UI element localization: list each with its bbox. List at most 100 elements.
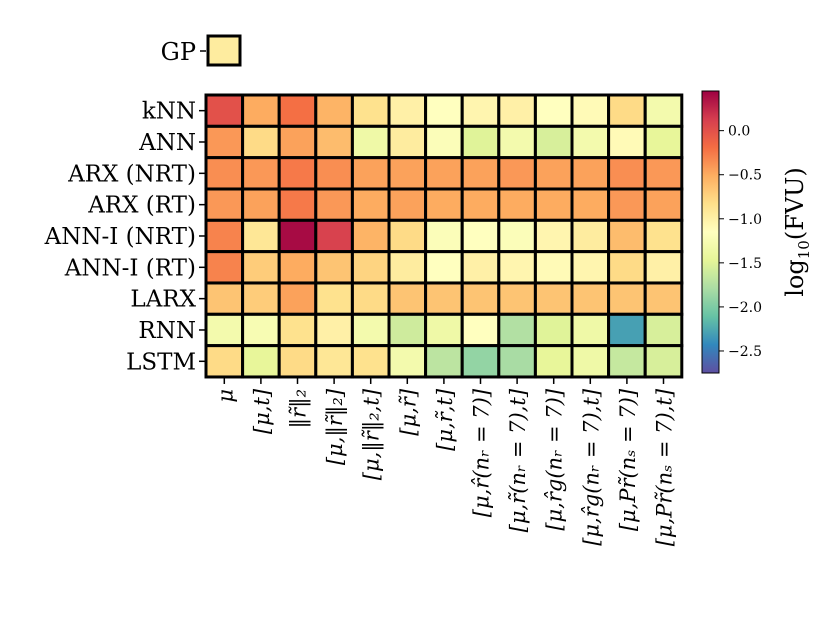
heatmap-cell — [570, 187, 611, 222]
heatmap-cell — [643, 250, 684, 285]
heatmap-cell — [460, 312, 501, 348]
heatmap-cell — [424, 187, 464, 222]
heatmap-cell — [533, 281, 574, 316]
heatmap-cell — [277, 218, 318, 254]
heatmap-cell — [497, 93, 537, 128]
heatmap-cell — [204, 218, 245, 254]
heatmap-cell — [570, 250, 611, 285]
heatmap-cell — [314, 156, 354, 191]
row-label: ARX (RT) — [87, 193, 196, 219]
row-label: kNN — [142, 99, 196, 125]
heatmap-cell — [460, 344, 501, 379]
heatmap-cell — [314, 281, 354, 316]
heatmap-cell — [314, 344, 354, 379]
heatmap-cell — [643, 344, 684, 379]
colorbar-tick-label: 0.0 — [728, 124, 750, 140]
colorbar-tick-label: −2.5 — [728, 344, 762, 360]
heatmap-cell — [277, 344, 318, 379]
column-label: [μ,Pr̃(nₛ = 7)] — [616, 388, 640, 531]
heatmap-cell — [424, 218, 464, 254]
heatmap-cell — [387, 250, 428, 285]
heatmap-cell — [643, 93, 684, 128]
heatmap-cell — [643, 218, 684, 254]
heatmap-cell — [607, 312, 647, 348]
heatmap-cell — [533, 250, 574, 285]
heatmap-cell — [204, 124, 245, 160]
heatmap-cell — [241, 250, 281, 285]
heatmap-cell — [533, 187, 574, 222]
column-label: [μ,r̃,t] — [433, 388, 457, 451]
heatmap-cell — [497, 218, 537, 254]
heatmap-cell — [277, 281, 318, 316]
heatmap-cell — [387, 93, 428, 128]
heatmap-cell — [314, 312, 354, 348]
heatmap-cell — [607, 218, 647, 254]
heatmap-cell — [643, 187, 684, 222]
heatmap-cell — [460, 218, 501, 254]
heatmap-cell — [570, 93, 611, 128]
heatmap-cell — [607, 156, 647, 191]
heatmap-cell — [570, 312, 611, 348]
heatmap-cell — [533, 124, 574, 160]
heatmap-cell — [497, 281, 537, 316]
heatmap-cell — [570, 344, 611, 379]
heatmap-cell — [533, 344, 574, 379]
row-labels: kNN ANN ARX (NRT) ARX (RT) ANN-I (NRT) ANN-I … — [44, 99, 206, 375]
heatmap-cell — [497, 187, 537, 222]
heatmap-cell — [350, 156, 391, 191]
heatmap-cell — [204, 312, 245, 348]
column-label: [μ,‖r̃‖₂] — [323, 388, 348, 465]
heatmap-cell — [204, 187, 245, 222]
column-label: [μ,r̂g(nᵣ = 7),t] — [579, 388, 603, 546]
heatmap-cell — [241, 312, 281, 348]
colorbar-tick-label: −2.0 — [728, 300, 762, 316]
heatmap-cell — [277, 124, 318, 160]
heatmap-cell — [277, 187, 318, 222]
row-label: ARX (NRT) — [67, 161, 196, 187]
colorbar: 0.0 −0.5 −1.0 −1.5 −2.0 −2.5 log10(FVU) — [701, 90, 813, 374]
column-label: [μ,Pr̃(nₛ = 7),t] — [653, 388, 677, 546]
heatmap-cell — [497, 250, 537, 285]
heatmap-cell — [350, 312, 391, 348]
heatmap-cell — [241, 124, 281, 160]
heatmap-cell — [204, 156, 245, 191]
heatmap-cell — [350, 124, 391, 160]
heatmap-cell — [387, 187, 428, 222]
heatmap-cell — [241, 344, 281, 379]
heatmap-cell — [350, 218, 391, 254]
colorbar-tick-label: −0.5 — [728, 168, 762, 184]
heatmap-cell — [350, 250, 391, 285]
heatmap-cell — [387, 344, 428, 379]
heatmap-cell — [204, 344, 245, 379]
colorbar-ticks: 0.0 −0.5 −1.0 −1.5 −2.0 −2.5 — [719, 124, 762, 360]
heatmap-cell — [607, 124, 647, 160]
column-label: μ — [213, 389, 237, 403]
gp-label: GP — [161, 38, 196, 66]
heatmap-cell — [497, 124, 537, 160]
colorbar-tick-label: −1.0 — [728, 212, 762, 228]
heatmap-cell — [387, 281, 428, 316]
heatmap-cell — [643, 281, 684, 316]
heatmap-cell — [277, 93, 318, 128]
heatmap-cell — [424, 344, 464, 379]
heatmap-cell — [570, 156, 611, 191]
column-label: [μ,‖r̃‖₂,t] — [360, 388, 385, 480]
row-label: RNN — [138, 318, 196, 344]
heatmap-cell — [350, 187, 391, 222]
heatmap-cell — [533, 93, 574, 128]
heatmap-cell — [314, 93, 354, 128]
colorbar-label: log10(FVU) — [781, 167, 813, 297]
heatmap-cell — [314, 187, 354, 222]
heatmap-cell — [277, 156, 318, 191]
heatmap-cell — [314, 250, 354, 285]
heatmap-cell — [607, 250, 647, 285]
gp-legend: GP — [161, 34, 242, 67]
row-label: ANN — [138, 130, 196, 156]
heatmap-cell — [387, 218, 428, 254]
colorbar-tick-label: −1.5 — [728, 256, 762, 272]
column-label: [μ,t] — [250, 388, 274, 434]
heatmap-cell — [643, 312, 684, 348]
heatmap-grid — [204, 93, 684, 379]
column-label: [μ,r̃] — [396, 388, 420, 436]
